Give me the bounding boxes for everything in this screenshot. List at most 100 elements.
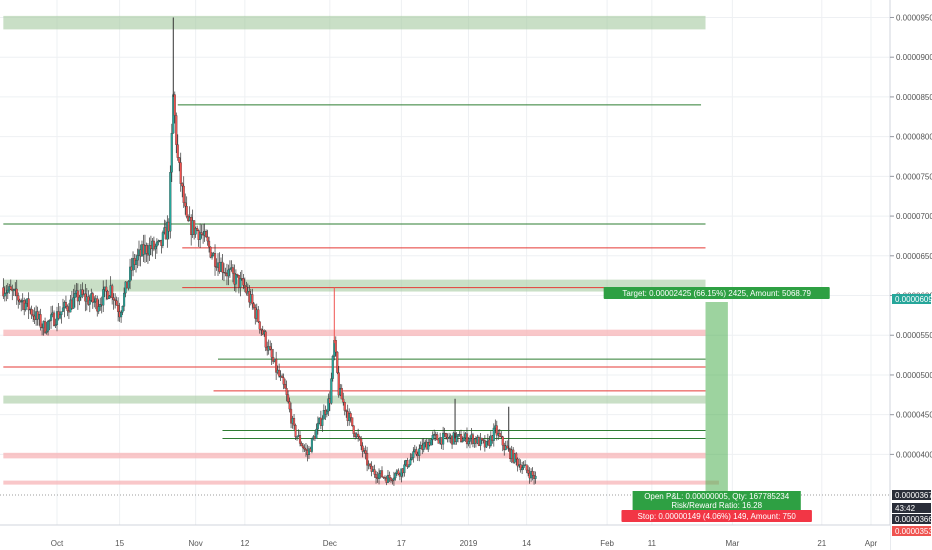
time-tick-label: 21 — [817, 539, 826, 548]
target-zone[interactable] — [705, 302, 728, 495]
candle-body — [242, 278, 245, 286]
candle-body — [121, 306, 124, 313]
candle-body — [257, 309, 260, 322]
candle-body — [193, 220, 196, 235]
candle-body — [406, 460, 409, 467]
time-axis[interactable]: Oct 15 Nov 12 Dec 17 2019 14 Feb 11 Mar 21 Apr — [0, 524, 890, 550]
candle-body — [145, 245, 148, 254]
candle-body — [39, 314, 42, 328]
candle-body — [44, 321, 47, 333]
candle-body — [337, 372, 340, 396]
price-badge[interactable] — [892, 514, 931, 524]
time-tick-label: 14 — [522, 539, 531, 548]
candle-body — [182, 185, 185, 203]
stop-label-box[interactable] — [621, 510, 812, 522]
candle-body — [298, 435, 302, 444]
candle-body — [394, 473, 397, 479]
zone-red — [3, 452, 706, 459]
price-badge-label: 0.00003666 — [895, 515, 932, 524]
price-badge[interactable] — [892, 294, 931, 304]
candle-body — [258, 321, 261, 330]
time-tick-label: 12 — [240, 539, 249, 548]
candle-body — [123, 292, 126, 307]
candle-body — [364, 450, 367, 454]
candle-body — [515, 453, 518, 460]
candle-body — [3, 293, 6, 297]
candle-body — [386, 474, 390, 483]
time-tick-label: 15 — [115, 539, 124, 548]
candle-body — [285, 388, 288, 395]
candle-body — [76, 290, 79, 302]
candle-body — [15, 288, 18, 296]
candle-body — [281, 375, 284, 378]
candle-body — [407, 464, 410, 467]
candle-body — [161, 232, 164, 246]
candle-body — [269, 346, 272, 350]
candle-body — [455, 436, 458, 442]
candle-body — [170, 132, 173, 173]
candle-body — [461, 440, 464, 443]
price-badge[interactable] — [892, 503, 931, 513]
candle-body — [534, 475, 537, 479]
candle-body — [349, 413, 352, 418]
candle-body — [500, 435, 503, 438]
candle-body — [468, 438, 472, 442]
candle-body — [462, 437, 466, 442]
time-tick-label: 17 — [397, 539, 406, 548]
candle-body — [205, 231, 208, 238]
time-axis-background — [0, 525, 890, 550]
price-badge[interactable] — [892, 490, 931, 500]
candle-body — [152, 240, 155, 250]
candle-body — [334, 340, 337, 353]
candle-body — [245, 286, 248, 294]
candle-body — [227, 269, 230, 277]
candle-body — [88, 300, 91, 305]
zone-green — [3, 395, 706, 404]
candle-body — [264, 331, 267, 348]
candle-body — [479, 437, 482, 446]
candle-body — [54, 324, 57, 326]
candle-body — [410, 457, 413, 460]
candle-body — [93, 301, 96, 303]
candle-body — [351, 417, 354, 426]
candle-body — [260, 329, 263, 331]
candle-body — [522, 465, 525, 468]
candle-body — [208, 240, 211, 248]
price-badge-label: 0.00006091 — [895, 295, 932, 304]
candle-body — [427, 442, 430, 450]
price-badge[interactable] — [892, 526, 931, 536]
candle-body — [465, 433, 469, 445]
candle-body — [47, 321, 50, 332]
candle-body — [389, 477, 392, 481]
candle-body — [456, 434, 460, 437]
candle-body — [117, 304, 120, 312]
candle-body — [175, 115, 178, 145]
candle-body — [58, 314, 62, 319]
candle-body — [120, 312, 123, 318]
candle-body — [252, 303, 255, 308]
candle-body — [498, 433, 501, 437]
pnl-label-box[interactable] — [632, 491, 801, 510]
candle-body — [448, 437, 451, 439]
candle-body — [6, 289, 9, 293]
candle-body — [18, 300, 21, 303]
candle-body — [114, 299, 117, 301]
candle-body — [366, 453, 369, 466]
price-badge-label: 0.0000353 — [895, 527, 932, 536]
target-label-box[interactable] — [603, 287, 830, 299]
candle-body — [185, 206, 188, 217]
label-layer: Target: 0.00002425 (66.15%) 2425, Amount… — [603, 287, 830, 522]
candle-body — [209, 246, 212, 258]
candle-body — [331, 355, 334, 379]
candle-body — [506, 445, 509, 449]
candle-body — [377, 473, 381, 479]
risk-reward-label: Risk/Reward Ratio: 16.28 — [671, 501, 762, 510]
candle-body — [300, 443, 303, 447]
